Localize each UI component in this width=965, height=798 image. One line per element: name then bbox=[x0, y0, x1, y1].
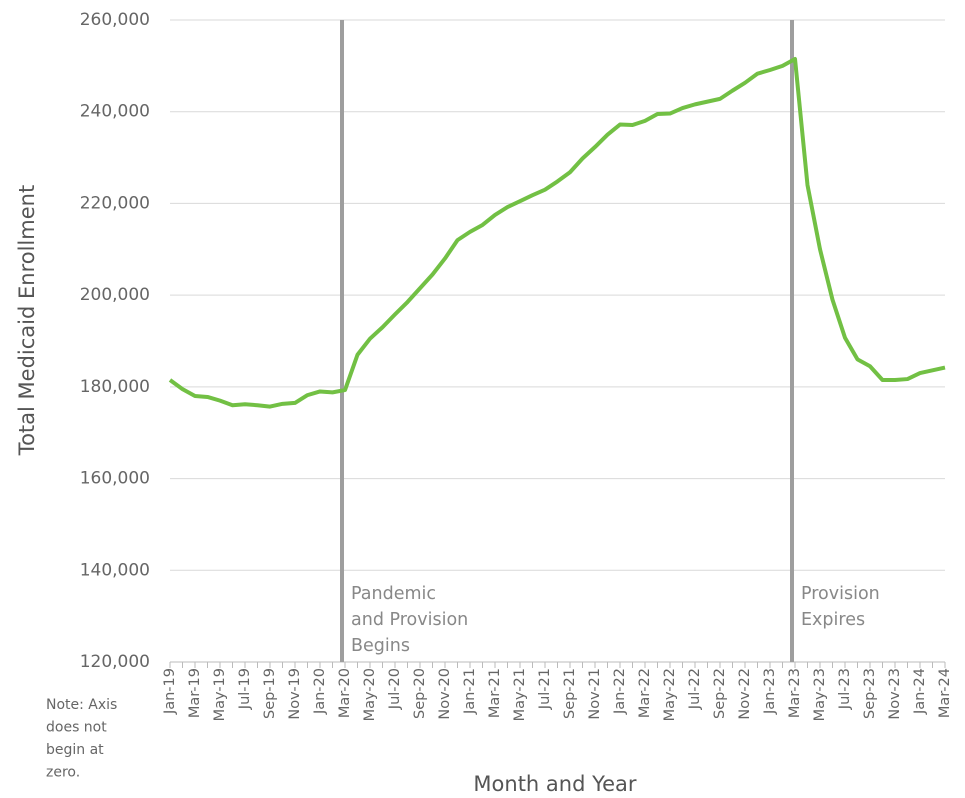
x-tick-label: Sep-20 bbox=[412, 668, 428, 719]
x-axis-title: Month and Year bbox=[473, 772, 637, 796]
y-tick-label: 140,000 bbox=[80, 560, 150, 580]
x-tick-label: Mar-20 bbox=[337, 668, 353, 718]
y-tick-label: 120,000 bbox=[80, 652, 150, 672]
note: Note: Axis bbox=[46, 697, 117, 713]
y-tick-label: 240,000 bbox=[80, 102, 150, 122]
x-tick-label: Nov-21 bbox=[587, 668, 603, 720]
data-line bbox=[168, 56, 946, 409]
x-tick-label: Nov-20 bbox=[437, 668, 453, 720]
x-tick-label: Nov-19 bbox=[287, 668, 303, 720]
x-tick-label: Jul-19 bbox=[237, 668, 253, 710]
annotation-text: Begins bbox=[351, 636, 410, 656]
x-tick-label: Jul-21 bbox=[537, 668, 553, 710]
x-tick-label: Nov-23 bbox=[887, 668, 903, 720]
x-tick-label: May-19 bbox=[212, 668, 228, 721]
x-tick-label: Mar-22 bbox=[637, 668, 653, 718]
annotation-text: Provision bbox=[801, 584, 880, 604]
x-tick-label: Mar-24 bbox=[937, 668, 953, 718]
x-tick-label: May-23 bbox=[812, 668, 828, 721]
x-tick-label: Mar-23 bbox=[787, 668, 803, 718]
y-tick-label: 200,000 bbox=[80, 285, 150, 305]
note: zero. bbox=[46, 765, 80, 781]
y-tick-label: 220,000 bbox=[80, 193, 150, 213]
x-tick-label: May-20 bbox=[362, 668, 378, 721]
x-tick-label: Jan-21 bbox=[462, 668, 478, 715]
x-tick-label: Jul-23 bbox=[837, 668, 853, 710]
annotation-text: Expires bbox=[801, 610, 865, 630]
note: begin at bbox=[46, 742, 104, 758]
x-tick-label: May-21 bbox=[512, 668, 528, 721]
x-tick-label: Mar-21 bbox=[487, 668, 503, 718]
note: does not bbox=[46, 720, 107, 736]
y-tick-label: 260,000 bbox=[80, 10, 150, 30]
x-tick-label: Jul-20 bbox=[387, 668, 403, 710]
x-tick-label: Nov-22 bbox=[737, 668, 753, 720]
x-tick-label: Mar-19 bbox=[187, 668, 203, 718]
y-axis-title: Total Medicaid Enrollment bbox=[15, 185, 39, 456]
y-tick-label: 160,000 bbox=[80, 469, 150, 489]
x-tick-label: Sep-21 bbox=[562, 668, 578, 719]
x-tick-label: Jul-22 bbox=[687, 668, 703, 710]
x-tick-label: May-22 bbox=[662, 668, 678, 721]
annotation-text: and Provision bbox=[351, 610, 468, 630]
x-tick-label: Jan-19 bbox=[162, 668, 178, 715]
x-tick-label: Jan-24 bbox=[912, 668, 928, 715]
x-tick-label: Sep-19 bbox=[262, 668, 278, 719]
x-tick-label: Jan-20 bbox=[312, 668, 328, 715]
x-tick-label: Sep-22 bbox=[712, 668, 728, 719]
x-tick-label: Jan-23 bbox=[762, 668, 778, 715]
annotation-text: Pandemic bbox=[351, 584, 436, 604]
y-tick-label: 180,000 bbox=[80, 377, 150, 397]
x-tick-label: Jan-22 bbox=[612, 668, 628, 715]
x-tick-label: Sep-23 bbox=[862, 668, 878, 719]
